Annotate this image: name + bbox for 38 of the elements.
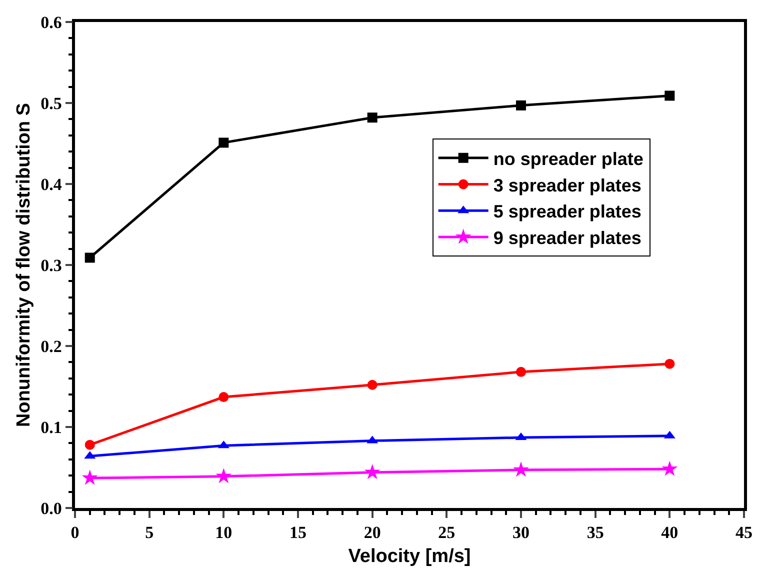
y-tick-label: 0.2 (40, 336, 62, 356)
point (367, 112, 378, 123)
point (662, 460, 678, 476)
point (516, 366, 526, 377)
point (216, 468, 232, 484)
point (82, 470, 98, 485)
x-tick-label: 25 (438, 523, 456, 542)
y-tick-label: 0.0 (40, 498, 62, 518)
y-tick-label: 0.6 (40, 12, 62, 32)
x-axis-title: Velocity [m/s] (348, 546, 471, 567)
point (84, 440, 95, 450)
point (516, 100, 526, 110)
point (367, 380, 378, 390)
y-tick-label: 0.4 (40, 174, 62, 194)
x-tick-label: 30 (512, 523, 530, 542)
point (84, 252, 95, 263)
point (664, 90, 675, 101)
x-tick-label: 45 (736, 523, 752, 542)
x-tick-label: 35 (586, 523, 604, 542)
legend-label: 3 spreader plates (493, 175, 642, 196)
point (218, 138, 229, 148)
legend-label: no spreader plate (493, 148, 644, 169)
x-tick-label: 20 (364, 523, 381, 542)
point (218, 392, 229, 402)
y-axis-title: Nonuniformity of flow distribution S (13, 102, 34, 428)
y-tick-label: 0.3 (40, 256, 62, 275)
legend-label: 5 spreader plates (493, 202, 642, 222)
x-tick-label: 15 (290, 523, 306, 542)
x-tick-label: 10 (215, 523, 232, 542)
point (664, 358, 675, 369)
x-tick-label: 5 (145, 523, 154, 542)
y-tick-label: 0.5 (40, 94, 62, 113)
x-tick-label: 40 (661, 523, 678, 542)
legend-label: 9 spreader plates (493, 228, 642, 248)
point (513, 462, 529, 477)
y-tick-label: 0.1 (40, 418, 62, 437)
point (364, 464, 380, 480)
x-tick-label: 0 (70, 523, 80, 542)
